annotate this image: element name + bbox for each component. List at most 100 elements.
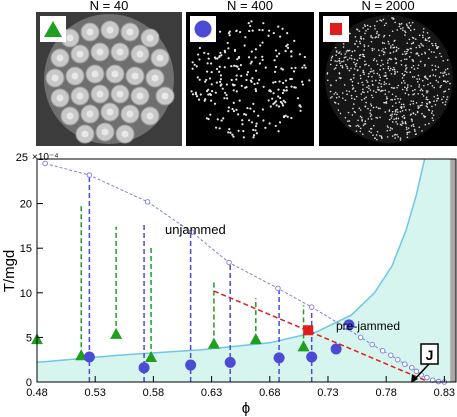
photo-dot (369, 109, 372, 112)
photo-dot (437, 46, 440, 48)
photo-dot (268, 89, 271, 92)
photo-dot (345, 51, 348, 53)
photo-dot (255, 132, 259, 135)
photo-dot (416, 53, 419, 55)
photo-dot (424, 38, 427, 40)
x-tick-label: 0.48 (26, 387, 47, 399)
photo-dot (407, 93, 410, 96)
photo-dot (425, 96, 428, 98)
photo-dot (207, 93, 210, 96)
photo-dot (404, 82, 406, 84)
photo-dot (372, 90, 375, 92)
photo-dot (241, 119, 244, 122)
photo-dot (372, 134, 374, 137)
photo-dot (191, 61, 194, 64)
photo-dot (408, 131, 411, 133)
photo-dot (207, 88, 210, 91)
photo-dot (379, 64, 382, 67)
photo-dot (428, 40, 431, 43)
photo-dot (290, 50, 293, 53)
photo-dot (343, 56, 346, 59)
photo-dot (355, 62, 358, 65)
photo-dot (367, 45, 370, 47)
photo-dot (446, 98, 448, 101)
photo-dot (262, 119, 265, 122)
photo-dot (405, 23, 408, 25)
photo-dot (388, 91, 390, 93)
photo-dot (414, 88, 416, 91)
photo-dot (394, 70, 396, 73)
photo-dot (354, 111, 357, 114)
photo-dot (262, 22, 265, 25)
photo-disk-center (131, 72, 139, 80)
photo-dot (249, 107, 252, 110)
jammed-arrow (413, 363, 430, 381)
photo-dot (375, 116, 377, 119)
photo-dot (251, 77, 254, 80)
photo-dot (376, 30, 378, 33)
photo-dot (417, 92, 419, 95)
photo-disk-center (126, 28, 134, 36)
photo-dot (437, 81, 439, 83)
photo-dot (399, 110, 402, 113)
photo-dot (272, 102, 275, 106)
photo-dot (439, 86, 442, 88)
photo-dot (364, 25, 367, 28)
photo-dot (371, 49, 374, 52)
photo-dot (341, 60, 343, 63)
photo-dot (406, 86, 409, 88)
photo-dot (385, 101, 388, 103)
photo-disk-center (56, 94, 64, 102)
x-tick-label: 0.53 (84, 387, 105, 399)
photo-dot (250, 50, 253, 53)
photo-dot (421, 93, 424, 96)
photo-dot (350, 78, 353, 81)
photo-dot (370, 34, 372, 37)
photo-dot (386, 62, 389, 64)
photo-dot (399, 137, 402, 139)
photo-dot (391, 17, 393, 19)
photo-dot (368, 64, 370, 67)
photo-dot (205, 70, 209, 73)
photo-dot (426, 78, 429, 80)
photo-dot (345, 90, 348, 92)
photo-dot (387, 126, 389, 129)
photo-dot (366, 81, 369, 83)
photo-dot (370, 94, 373, 97)
photo-dot (355, 125, 358, 127)
photo-dot (374, 28, 376, 30)
photo-dot (421, 89, 424, 92)
photo-dot (406, 133, 409, 135)
photo-dot (362, 69, 365, 72)
photo-dot (230, 78, 233, 82)
photo-dot (250, 60, 253, 63)
photo-dot (395, 46, 398, 49)
red-dashed-line (213, 290, 428, 382)
photo-dot (420, 42, 422, 45)
photo-dot (405, 52, 408, 55)
photo-dot (227, 110, 230, 113)
photo-dot (374, 36, 377, 39)
photo-dot (430, 112, 433, 114)
photo-dot (425, 90, 428, 92)
photo-dot (393, 118, 395, 120)
photo-dot (385, 22, 387, 25)
photo-dot (409, 47, 412, 50)
photo-dot (370, 103, 372, 105)
photo-dot (411, 118, 413, 121)
photo-dot (237, 113, 240, 116)
photo-dot (218, 80, 222, 83)
photo-dot (353, 73, 355, 76)
photo-dot (371, 83, 374, 86)
photo-dot (417, 54, 420, 57)
photo-dot (333, 68, 336, 70)
photo-dot (215, 126, 218, 129)
photo-dot (419, 104, 422, 107)
photo-dot (425, 102, 428, 105)
jammed-label-box (420, 343, 439, 365)
photo-dot (373, 72, 375, 75)
photo-dot (250, 80, 253, 83)
photo-dot (421, 44, 423, 46)
photo-dot (379, 116, 381, 119)
photo-dot (380, 85, 383, 88)
